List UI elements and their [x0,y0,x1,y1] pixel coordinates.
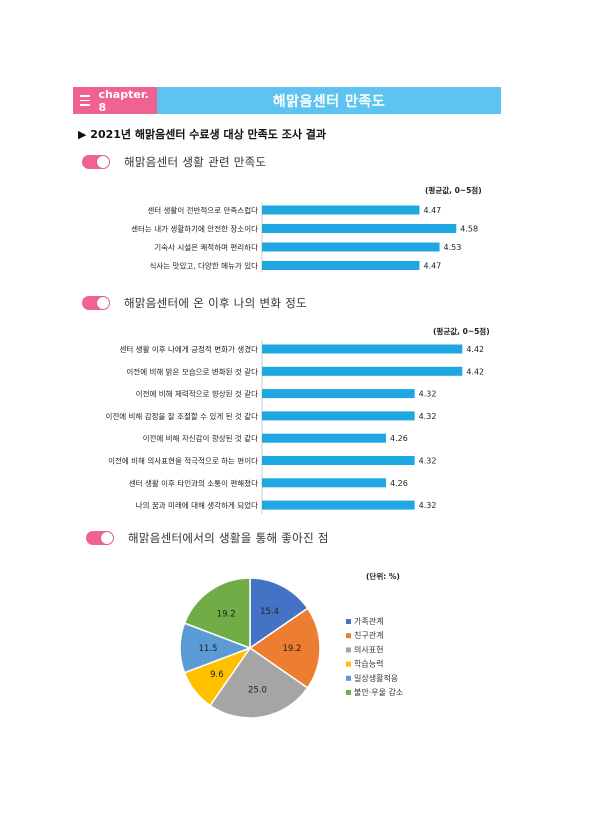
bar [262,456,415,465]
section-3-heading: 해맑음센터에서의 생활을 통해 좋아진 점 [86,530,329,546]
toggle-icon [82,296,110,310]
legend-swatch [346,619,351,624]
data-label: 4.53 [444,243,462,252]
legend-label: 의사표현 [354,644,383,654]
section-3-unit: (단위: %) [366,572,400,581]
section-2-title: 해맑음센터에 온 이후 나의 변화 정도 [124,296,307,310]
slice-label: 15.4 [260,607,279,617]
toggle-icon [86,531,114,545]
section-1-unit: (평균값, 0~5점) [425,186,482,195]
category-label: 이전에 비해 감정을 잘 조절할 수 있게 된 것 같다 [105,411,258,421]
pie-slice [183,577,251,650]
chapter-header: chapter. 8 해맑음센터 만족도 [73,87,501,114]
legend-label: 친구관계 [354,630,383,640]
bar [262,500,415,510]
category-label: 식사는 맛있고, 다양한 메뉴가 있다 [149,261,258,271]
slice-label: 19.2 [283,644,302,654]
category-label: 이전에 비해 의사표현을 적극적으로 하는 편이다 [108,456,258,466]
pie-slice [209,646,309,719]
data-label: 4.47 [423,206,441,215]
section-2-heading: 해맑음센터에 온 이후 나의 변화 정도 [82,295,307,311]
data-label: 4.26 [390,434,408,443]
category-label: 센터 생활 이후 나에게 긍정적 변화가 생겼다 [119,344,258,354]
legend-swatch [346,690,351,695]
data-label: 4.42 [466,345,484,354]
section-1-title: 해맑음센터 생활 관련 만족도 [124,155,267,169]
data-label: 4.32 [419,390,437,399]
pie-slice [248,607,321,689]
category-label: 나의 꿈과 미래에 대해 생각하게 되었다 [136,500,258,510]
slice-label: 9.6 [210,670,224,680]
bar [262,389,415,399]
chart-life-satisfaction: 센터 생활이 전반적으로 만족스럽다 4.47 센터는 내가 생활하기에 안전한 장… [131,202,478,273]
legend-label: 가족관계 [354,616,383,626]
legend-label: 학습능력 [354,659,383,669]
data-label: 4.47 [423,262,441,271]
bar [262,344,463,354]
category-label: 이전에 비해 밝은 모습으로 변화된 것 같다 [126,366,258,376]
toggle-icon [82,155,110,169]
section-2-unit: (평균값, 0~5점) [433,327,490,336]
category-label: 센터 생활이 전반적으로 만족스럽다 [147,205,258,215]
bar [262,478,387,488]
bar [262,261,420,270]
section-3-title: 해맑음센터에서의 생활을 통해 좋아진 점 [128,531,329,545]
legend-swatch [346,675,351,681]
category-label: 이전에 비해 자신감이 향상된 것 같다 [143,433,259,443]
category-label: 센터는 내가 생활하기에 안전한 장소이다 [131,224,258,234]
survey-title: ▶ 2021년 해맑음센터 수료생 대상 만족도 조사 결과 [78,128,327,141]
bar [262,205,420,215]
legend-label: 불안·우울 감소 [354,687,403,697]
legend-swatch [346,661,351,667]
data-label: 4.32 [419,412,437,421]
slice-label: 19.2 [217,609,236,619]
page-title: 해맑음센터 만족도 [157,87,501,114]
data-label: 4.26 [390,479,408,488]
slice-label: 25.0 [248,685,267,695]
bar [262,224,457,233]
category-label: 이전에 비해 체력적으로 향상된 것 같다 [136,389,258,399]
category-label: 센터 생활 이후 타인과의 소통이 편해졌다 [129,478,258,488]
legend-swatch [346,633,351,639]
section-1-heading: 해맑음센터 생활 관련 만족도 [82,154,266,170]
chapter-label: chapter. 8 [98,87,149,114]
bar [262,366,463,376]
bar [262,411,415,421]
chart-personal-change: 센터 생활 이후 나에게 긍정적 변화가 생겼다 4.42 이전에 비해 밝은 모습… [105,339,484,514]
data-label: 4.32 [419,457,437,466]
data-label: 4.32 [419,501,437,510]
bar [262,242,440,252]
bar [262,433,387,443]
chart-improvements-pie: 15.4 19.2 25.0 9.6 11.5 19.2 가족관계친구관계의사표현학습능력일… [179,577,403,719]
menu-icon [80,95,90,106]
data-label: 4.42 [466,367,484,376]
legend-swatch [346,647,351,653]
pie-slice [249,577,309,650]
slice-label: 11.5 [199,644,218,654]
data-label: 4.58 [460,225,478,234]
category-label: 기숙사 시설은 쾌적하며 편리하다 [154,242,258,252]
chapter-tab: chapter. 8 [73,87,157,114]
legend-label: 일상생활적응 [354,673,398,683]
